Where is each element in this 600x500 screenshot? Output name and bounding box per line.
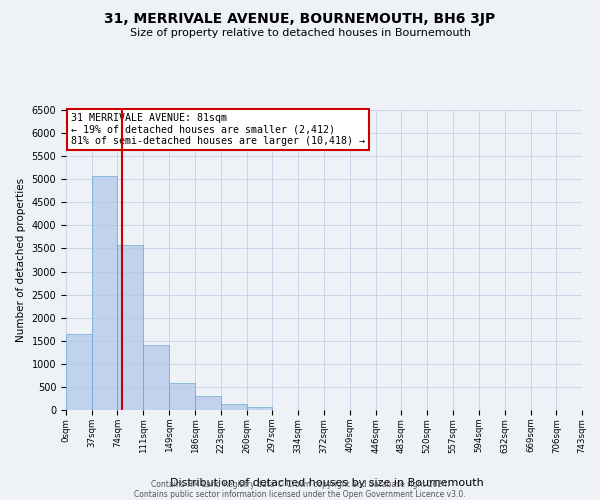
Bar (195, 396, 221, 410)
Bar (169, 383, 195, 410)
Bar (92, 176, 118, 410)
Y-axis label: Number of detached properties: Number of detached properties (16, 178, 26, 342)
Text: 31, MERRIVALE AVENUE, BOURNEMOUTH, BH6 3JP: 31, MERRIVALE AVENUE, BOURNEMOUTH, BH6 3… (104, 12, 496, 26)
Bar (66, 334, 92, 410)
Bar (221, 404, 247, 410)
Text: 31 MERRIVALE AVENUE: 81sqm
← 19% of detached houses are smaller (2,412)
81% of s: 31 MERRIVALE AVENUE: 81sqm ← 19% of deta… (71, 113, 365, 146)
Text: Size of property relative to detached houses in Bournemouth: Size of property relative to detached ho… (130, 28, 470, 38)
Text: Distribution of detached houses by size in Bournemouth: Distribution of detached houses by size … (170, 478, 484, 488)
Bar (143, 346, 169, 410)
Bar (118, 245, 143, 410)
Bar (247, 408, 272, 410)
Text: Contains HM Land Registry data © Crown copyright and database right 2024.
Contai: Contains HM Land Registry data © Crown c… (134, 480, 466, 499)
